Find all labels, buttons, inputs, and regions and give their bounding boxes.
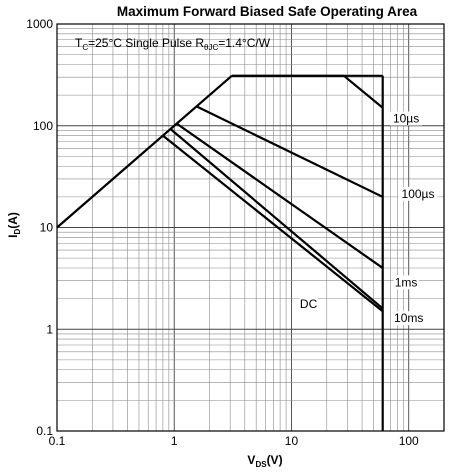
x-tick-label: 10 — [285, 434, 299, 448]
y-tick-label: 1000 — [26, 17, 53, 31]
annotation-bg — [390, 111, 423, 126]
annotation-bg — [392, 311, 425, 326]
series-line-5 — [162, 134, 384, 313]
series-line-0 — [56, 74, 233, 229]
series-line-4 — [169, 128, 384, 310]
series-label: 10ms — [394, 311, 423, 325]
series-label: DC — [300, 297, 318, 311]
x-tick-label: 1 — [171, 434, 178, 448]
annotation-bg — [393, 275, 419, 290]
x-axis-label: VDS(V) — [247, 453, 282, 469]
y-axis-label: ID(A) — [6, 212, 22, 238]
test-condition-label: TC=25°C Single Pulse RθJC=1.4°C/W — [75, 36, 271, 52]
y-tick-label: 1 — [46, 322, 53, 336]
series-layer — [56, 74, 384, 431]
chart-title: Maximum Forward Biased Safe Operating Ar… — [117, 4, 418, 19]
tick-labels: 0.1 1 10 100 0.1 1 10 100 1000 — [26, 17, 419, 448]
y-tick-label: 100 — [33, 119, 53, 133]
series-line-3 — [176, 122, 384, 269]
series-line-2 — [196, 105, 384, 198]
annotations: 10µs 100µs 1ms DC 10ms — [299, 111, 438, 326]
series-label: 1ms — [395, 275, 418, 289]
series-label: 100µs — [402, 187, 435, 201]
series-label: 10µs — [393, 112, 419, 126]
annotation-bg — [299, 297, 318, 312]
y-tick-label: 10 — [40, 221, 54, 235]
grid — [57, 24, 444, 431]
x-tick-label: 100 — [399, 434, 419, 448]
annotation-bg — [398, 186, 438, 201]
series-line-1 — [231, 74, 384, 109]
x-tick-label: 0.1 — [49, 434, 66, 448]
y-tick-label: 0.1 — [36, 424, 53, 438]
